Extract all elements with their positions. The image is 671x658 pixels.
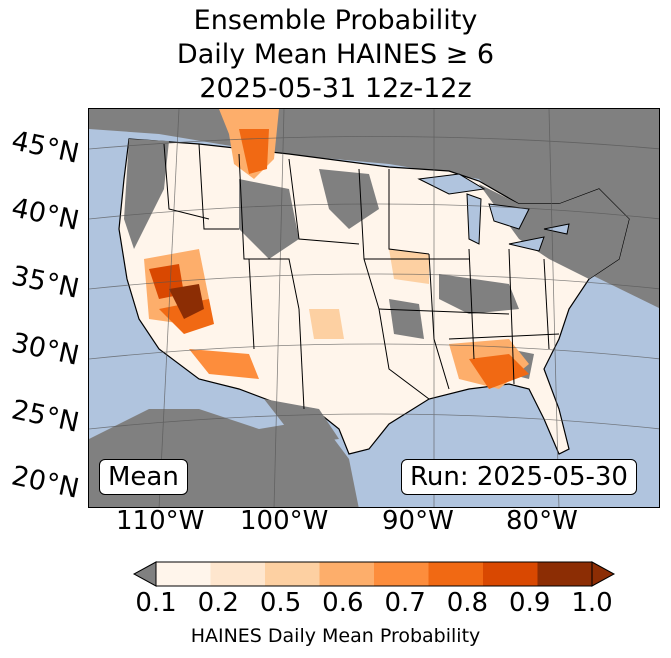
colorbar-bin	[374, 562, 429, 586]
colorbar-tick-label: 0.8	[446, 588, 489, 618]
lon-label-110w: 110°W	[116, 506, 205, 536]
title-line-2: Daily Mean HAINES ≥ 6	[176, 39, 495, 70]
prob-patches	[144, 109, 529, 389]
state-borders	[163, 143, 560, 410]
colorbar-bin	[156, 562, 211, 586]
graticule	[89, 109, 659, 507]
lat-label-45: 45°N	[8, 125, 82, 170]
colorbar	[132, 561, 616, 587]
title-line-3: 2025-05-31 12z-12z	[199, 73, 472, 104]
lat-label-30: 30°N	[8, 327, 82, 372]
run-label: Run: 2025-05-30	[401, 459, 637, 495]
colorbar-bin	[265, 562, 320, 586]
map-panel: Mean Run: 2025-05-30	[88, 108, 660, 508]
colorbar-outline	[155, 561, 593, 587]
canada-land	[89, 109, 659, 309]
colorbar-under-extend	[132, 561, 157, 587]
lat-label-20: 20°N	[8, 460, 82, 505]
colorbar-label: HAINES Daily Mean Probability	[190, 625, 481, 647]
colorbar-tick-label: 0.1	[135, 588, 177, 618]
great-lakes	[417, 173, 570, 252]
colorbar-bin	[537, 562, 592, 586]
colorbar-tick-label: 1.0	[571, 588, 613, 618]
map-canvas	[89, 109, 659, 507]
colorbar-tick-label: 0.6	[322, 588, 364, 618]
mean-label: Mean	[99, 459, 188, 495]
lat-label-35: 35°N	[8, 260, 82, 305]
lat-label-40: 40°N	[8, 192, 82, 237]
colorbar-bin	[483, 562, 538, 586]
lon-label-100w: 100°W	[240, 506, 329, 536]
colorbar-tick-label: 0.7	[384, 588, 426, 618]
colorbar-bin	[210, 562, 265, 586]
colorbar-over-extend	[591, 561, 616, 587]
lon-label-80w: 80°W	[506, 506, 578, 536]
title-line-1: Ensemble Probability	[193, 5, 478, 36]
colorbar-tick-label: 0.2	[197, 588, 239, 618]
colorbar-bin	[428, 562, 483, 586]
lon-label-90w: 90°W	[382, 506, 454, 536]
lat-label-25: 25°N	[8, 394, 82, 439]
colorbar-tick-label: 0.9	[509, 588, 551, 618]
colorbar-bin	[319, 562, 374, 586]
colorbar-tick-label: 0.5	[259, 588, 302, 618]
